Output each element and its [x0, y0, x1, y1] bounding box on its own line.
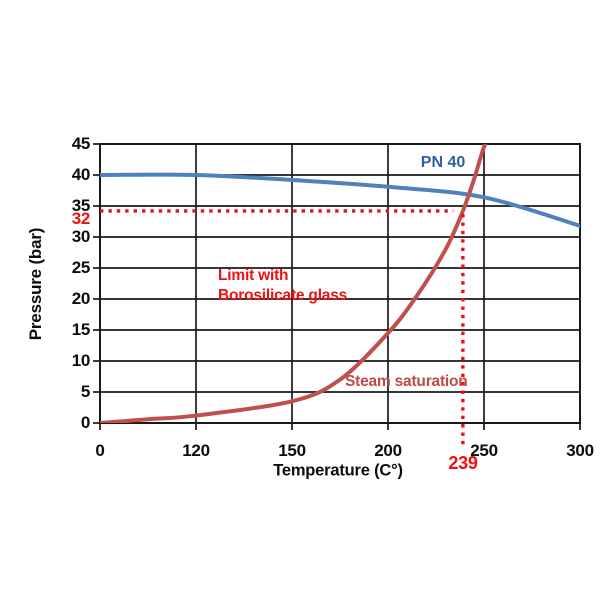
x-tick-label: 300 [566, 441, 594, 460]
pressure-limit-value-label: 32 [71, 209, 91, 228]
y-tick-label: 30 [71, 227, 91, 246]
x-tick-label: 150 [278, 441, 306, 460]
y-tick-label: 0 [80, 413, 90, 432]
pn40-series-label: PN 40 [420, 154, 466, 171]
x-tick-label: 120 [182, 441, 210, 460]
plot-border [99, 143, 581, 424]
x-tick-label: 200 [374, 441, 402, 460]
y-tick-label: 40 [71, 165, 91, 184]
y-axis-title: Pressure (bar) [26, 227, 45, 341]
y-tick-label: 5 [80, 382, 90, 401]
steam-saturation-curve [100, 144, 488, 423]
steam-saturation-series-label: Steam saturation [345, 373, 468, 390]
x-tick-label: 0 [95, 441, 105, 460]
pn40-curve [100, 172, 580, 228]
note-line-1: Limit with [218, 267, 289, 284]
borosilicate-limit-note: Limit with Borosilicate glass [218, 266, 347, 306]
temperature-limit-value-label: 239 [448, 453, 478, 473]
x-axis-title: Temperature (C°) [273, 461, 403, 480]
y-tick-label: 10 [71, 351, 91, 370]
y-tick-label: 35 [71, 196, 91, 215]
note-line-2: Borosilicate glass [218, 287, 348, 304]
x-tick-label: 250 [470, 441, 498, 460]
y-tick-label: 45 [71, 134, 91, 153]
y-tick-label: 20 [71, 289, 91, 308]
y-tick-label: 15 [71, 320, 91, 339]
y-tick-label: 25 [71, 258, 91, 277]
